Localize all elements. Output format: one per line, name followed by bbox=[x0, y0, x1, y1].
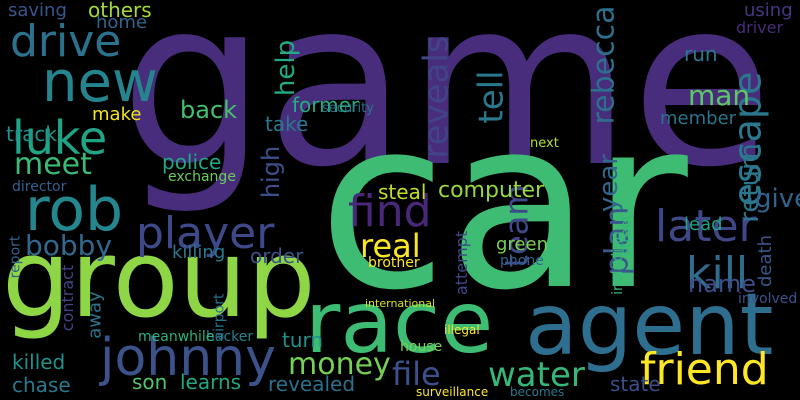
word: luke bbox=[12, 111, 108, 165]
word: rebecca bbox=[586, 5, 622, 125]
word: game bbox=[120, 0, 773, 218]
word: director bbox=[12, 179, 67, 195]
word: year bbox=[594, 153, 625, 213]
word: using bbox=[744, 0, 793, 21]
word: find bbox=[348, 186, 432, 237]
word: illegal bbox=[444, 323, 480, 337]
word: others bbox=[88, 0, 152, 22]
word: becomes bbox=[510, 385, 565, 399]
word: state bbox=[610, 372, 661, 396]
word: attempt bbox=[452, 230, 472, 296]
word: man bbox=[688, 79, 751, 112]
word: rob bbox=[25, 175, 124, 245]
word: revealed bbox=[268, 372, 356, 396]
word: meanwhile bbox=[138, 329, 215, 345]
word: phone bbox=[500, 253, 544, 269]
word: involved bbox=[738, 291, 798, 307]
word: exchange bbox=[168, 169, 236, 185]
word: help bbox=[271, 39, 302, 97]
word: turn bbox=[282, 328, 324, 352]
word: including bbox=[609, 231, 626, 295]
word: name bbox=[688, 270, 757, 298]
word: make bbox=[92, 104, 142, 125]
word: next bbox=[530, 136, 559, 151]
word: track bbox=[6, 122, 57, 146]
word: contract bbox=[58, 264, 78, 332]
word: run bbox=[684, 42, 718, 66]
word: tell bbox=[471, 70, 512, 124]
word: son bbox=[132, 370, 168, 394]
word: airport bbox=[211, 293, 228, 341]
word: away bbox=[84, 291, 106, 339]
word: group bbox=[2, 217, 316, 342]
word: file bbox=[392, 355, 441, 393]
word: killing bbox=[172, 242, 226, 263]
word: drive bbox=[10, 16, 122, 67]
word: car bbox=[318, 69, 688, 342]
word: johnny bbox=[100, 328, 276, 388]
word: steal bbox=[378, 180, 427, 204]
word: later bbox=[655, 201, 757, 252]
word: home bbox=[96, 12, 148, 33]
word: member bbox=[660, 108, 737, 129]
word: player bbox=[136, 208, 275, 259]
word: take bbox=[265, 112, 309, 136]
word: high bbox=[257, 145, 286, 199]
word: hacker bbox=[206, 329, 254, 345]
word: friend bbox=[640, 344, 769, 395]
word: bobby bbox=[25, 229, 113, 262]
word: green bbox=[496, 234, 548, 255]
word: new bbox=[42, 50, 158, 115]
word: real bbox=[360, 227, 421, 265]
word: chase bbox=[12, 373, 71, 397]
word: international bbox=[365, 297, 436, 310]
word: report bbox=[7, 235, 24, 279]
word: saving bbox=[8, 0, 67, 21]
word: meet bbox=[14, 147, 92, 182]
word: race bbox=[305, 273, 494, 373]
word: driver bbox=[736, 18, 784, 37]
word: learns bbox=[180, 370, 242, 394]
word: order bbox=[250, 244, 304, 268]
word: computer bbox=[438, 178, 545, 203]
word: killed bbox=[12, 350, 66, 374]
word: brother bbox=[368, 255, 420, 271]
word: lead bbox=[684, 214, 723, 235]
word: money bbox=[288, 347, 391, 382]
word: security bbox=[322, 101, 374, 116]
word: water bbox=[488, 355, 585, 395]
word: death bbox=[755, 235, 776, 287]
word: reveals bbox=[416, 35, 457, 159]
word: back bbox=[180, 96, 238, 124]
word: kill bbox=[686, 248, 749, 299]
word: agent bbox=[525, 275, 774, 375]
word: give bbox=[755, 184, 800, 214]
word: police bbox=[162, 150, 222, 174]
word: surveillance bbox=[416, 385, 489, 399]
word: house bbox=[400, 339, 443, 355]
word: former bbox=[292, 93, 360, 117]
